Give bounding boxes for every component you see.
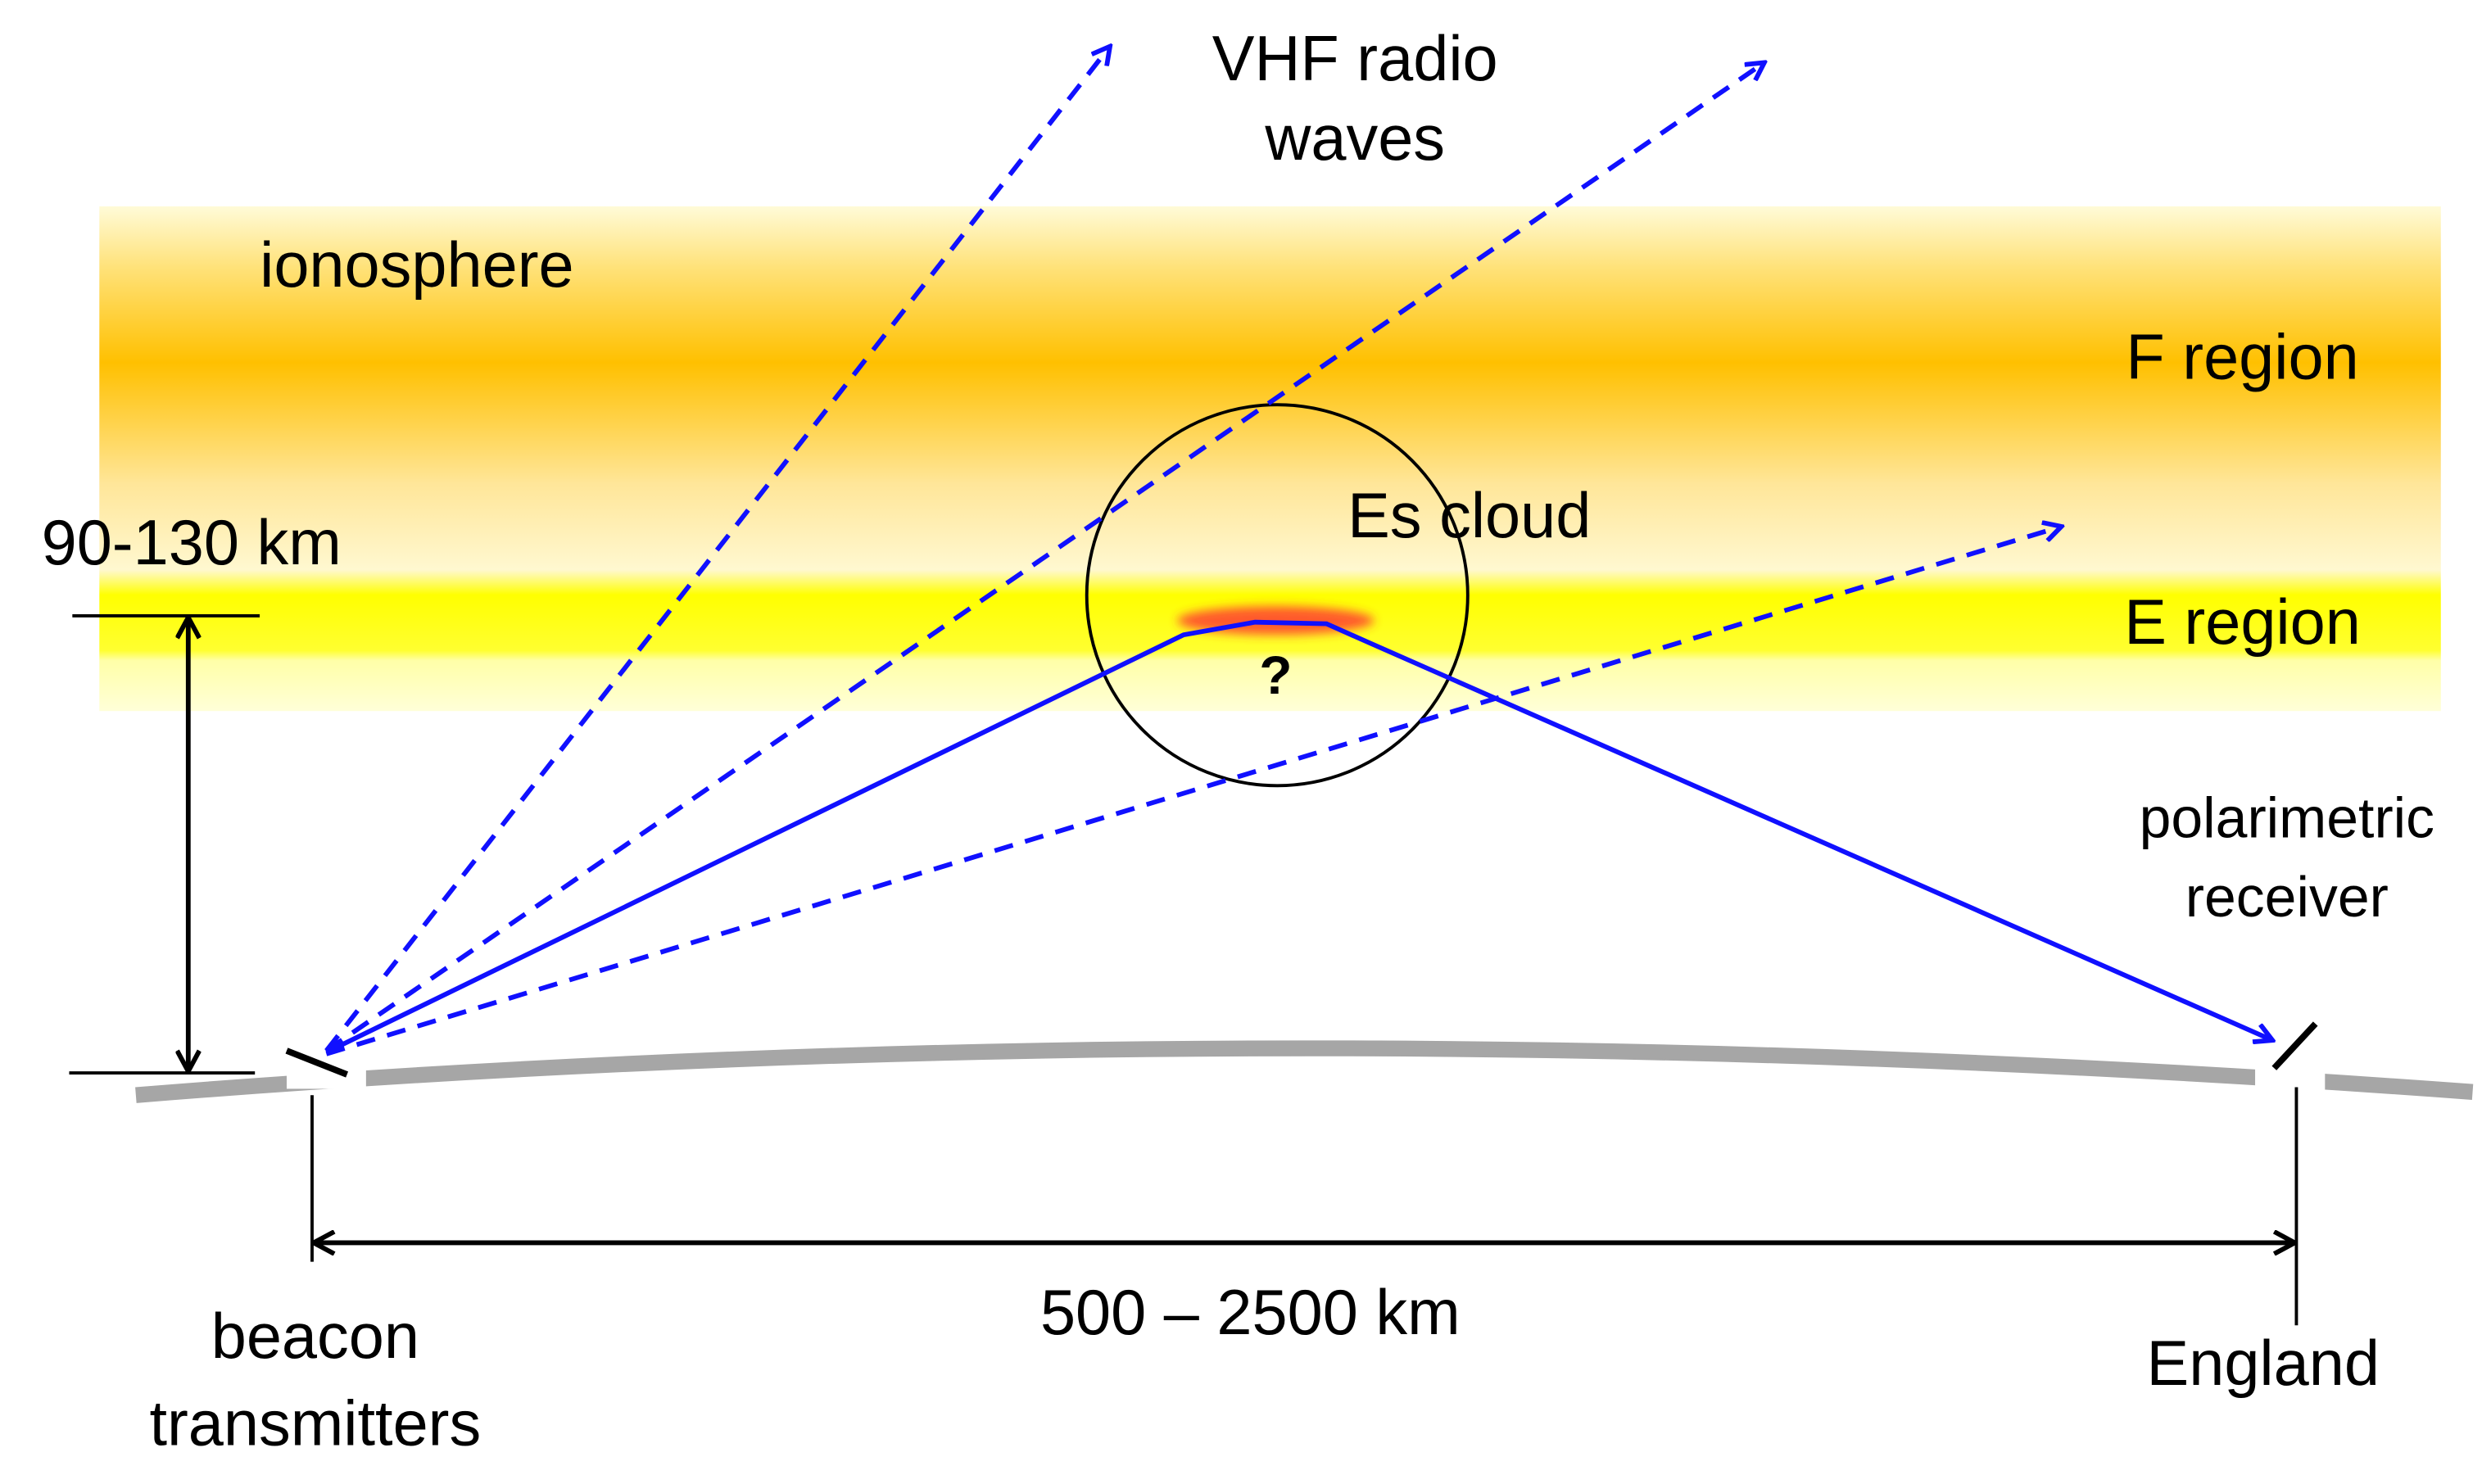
vhf-label: waves (1264, 103, 1445, 174)
vhf-label: VHF radio (1212, 24, 1498, 94)
es-circle (1085, 403, 1470, 788)
receiver-label: polarimetric (2140, 785, 2434, 849)
es-cloud-label: Es cloud (1347, 481, 1591, 551)
receiver-label: receiver (2185, 865, 2389, 929)
ray-escape (324, 64, 1763, 1053)
ionosphere-label: ionosphere (260, 230, 574, 301)
earth-surface (135, 1040, 2474, 1103)
question-mark: ? (1259, 645, 1292, 705)
ray-escape (324, 48, 1108, 1052)
transmitter-antenna (285, 1047, 349, 1078)
transmitter-label: beacon (211, 1301, 419, 1372)
f-region-label: F region (2126, 322, 2358, 392)
e-region-label: E region (2124, 587, 2361, 658)
england-label: England (2147, 1328, 2380, 1399)
ray-escape (325, 527, 2059, 1056)
receiver-antenna (2271, 1021, 2318, 1070)
distance-label: 500 – 2500 km (1040, 1278, 1461, 1348)
transmitter-label: transmitters (149, 1389, 481, 1459)
height-label: 90-130 km (42, 508, 342, 578)
ray-reflected (325, 619, 2271, 1055)
